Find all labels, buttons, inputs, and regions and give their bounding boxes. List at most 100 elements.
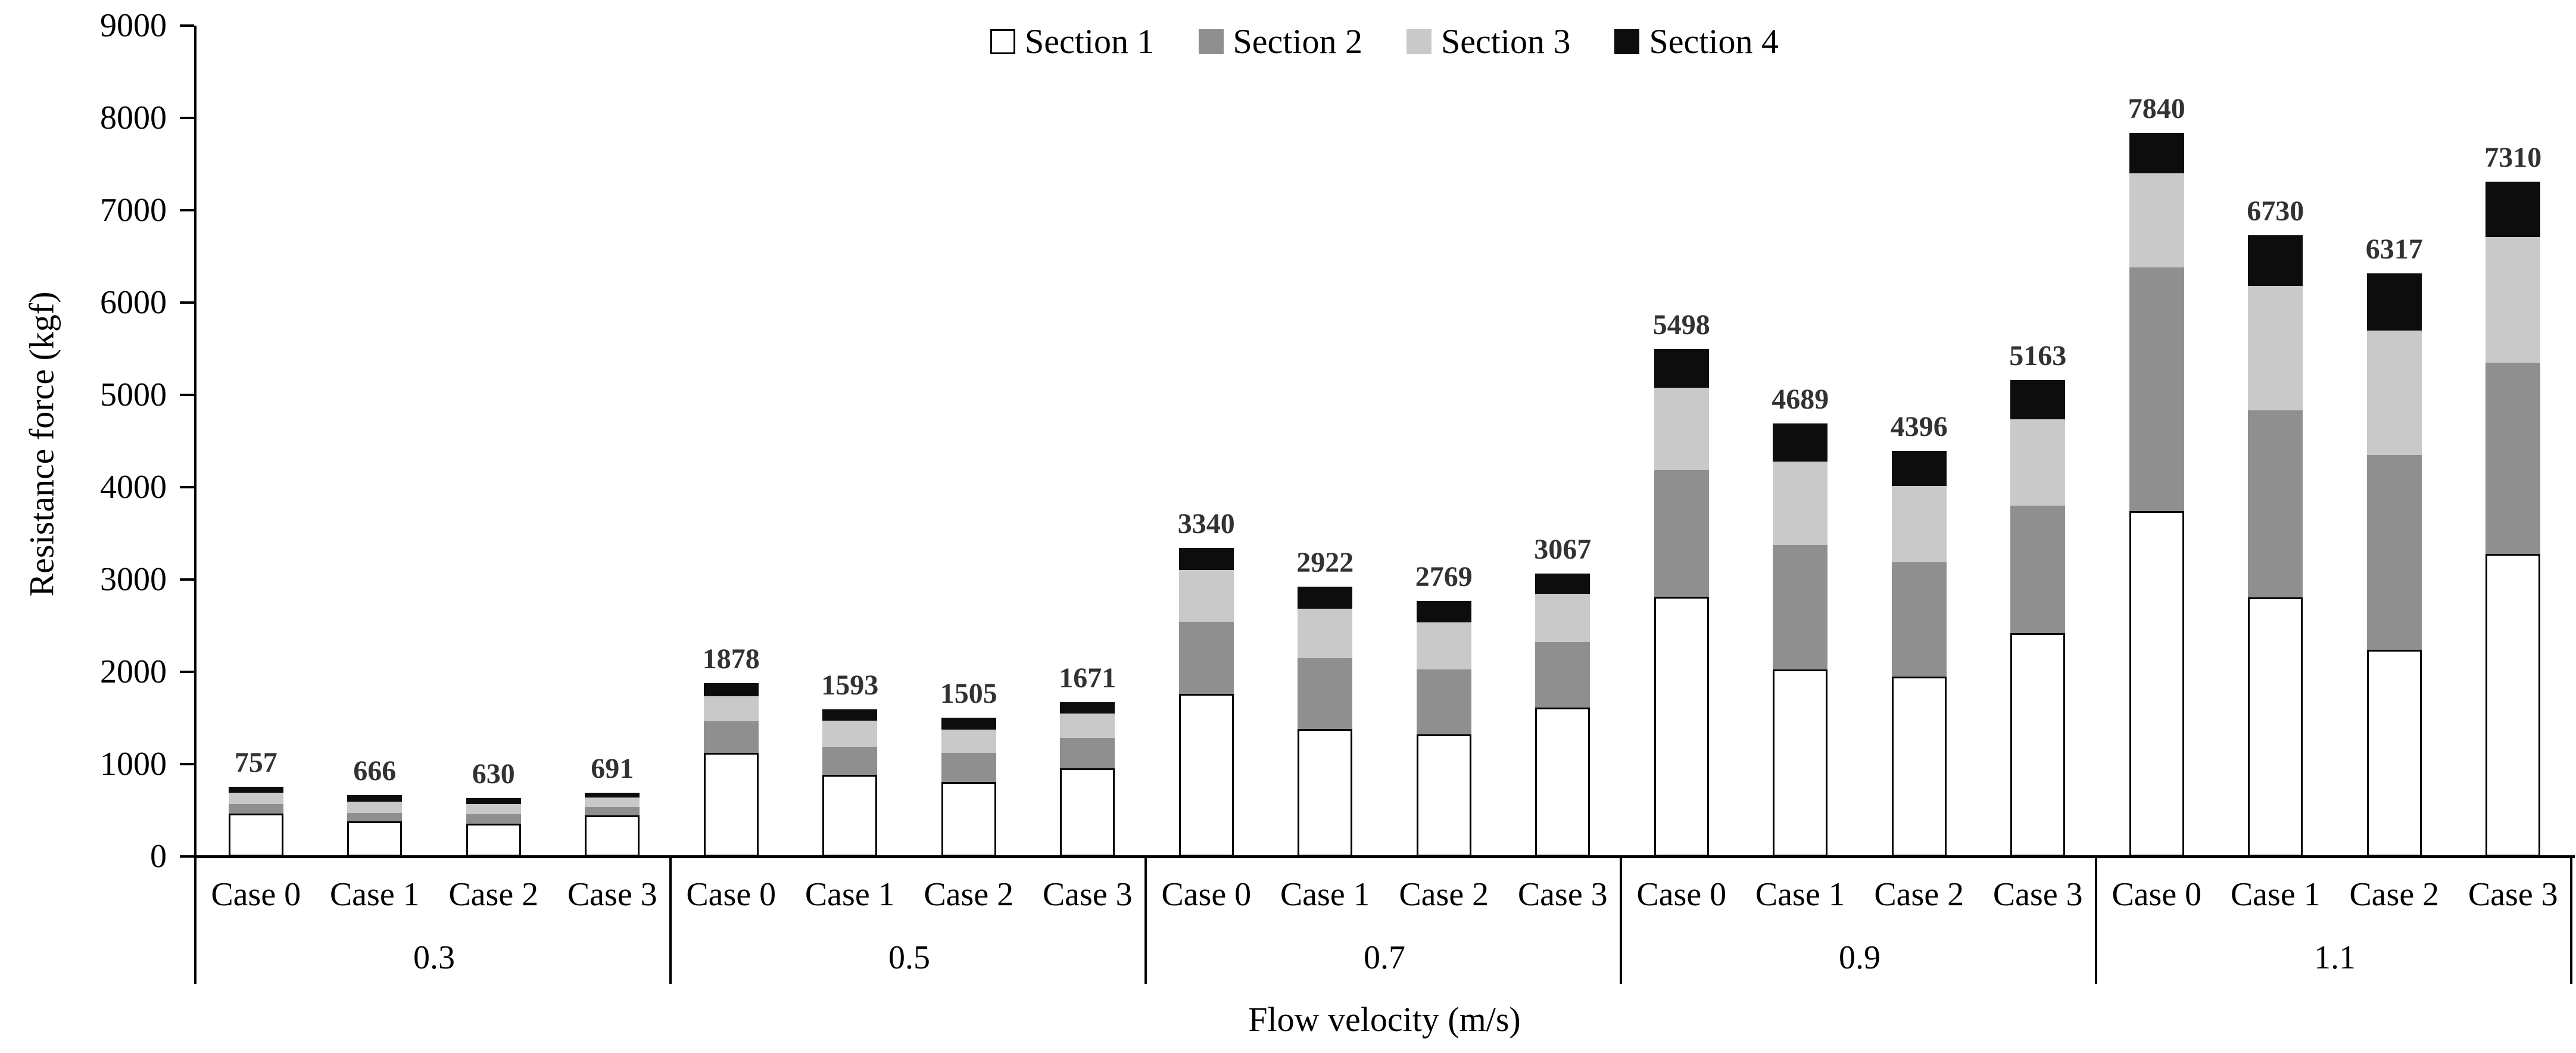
bar-total-label: 7310 <box>2484 141 2542 173</box>
x-case-label: Case 2 <box>2349 876 2440 913</box>
y-tick-label: 9000 <box>100 7 167 44</box>
bar-segment-section3 <box>466 804 521 814</box>
bar-segment-section1 <box>2366 649 2422 856</box>
bar-segment-section1 <box>228 814 283 856</box>
bar-segment-section1 <box>2485 554 2541 856</box>
x-velocity-label: 0.9 <box>1839 939 1880 976</box>
bar-total-label: 4689 <box>1772 384 1829 416</box>
bar-segment-section1 <box>1178 693 1234 856</box>
bar-segment-section3 <box>2129 173 2184 268</box>
bar-segment-section1 <box>2248 597 2303 856</box>
legend-swatch-icon <box>1614 29 1640 54</box>
bar-segment-section1 <box>1535 707 1590 856</box>
bar-segment-section4 <box>1535 573 1590 594</box>
x-case-label: Case 3 <box>567 876 657 913</box>
bar-total-label: 3067 <box>1534 533 1592 565</box>
bar-segment-section1 <box>822 774 878 856</box>
bar-segment-section3 <box>822 720 878 747</box>
bar-segment-section3 <box>1060 713 1115 738</box>
y-tick-label: 5000 <box>100 376 167 413</box>
y-tick-mark <box>180 671 194 673</box>
bar-segment-section2 <box>2485 362 2541 554</box>
x-axis-line <box>194 855 2575 858</box>
bar-segment-section4 <box>2129 132 2184 173</box>
bar-segment-section2 <box>466 814 521 824</box>
bar-segment-section4 <box>1654 348 1709 388</box>
x-case-label: Case 0 <box>686 876 776 913</box>
bar-total-label: 1878 <box>702 643 760 675</box>
bar-segment-section3 <box>2366 331 2422 456</box>
y-tick-label: 7000 <box>100 192 167 229</box>
bar-segment-section3 <box>1178 569 1234 622</box>
legend-item-3: Section 3 <box>1406 24 1570 60</box>
bar-segment-section1 <box>585 815 640 856</box>
bar-segment-section1 <box>347 821 403 856</box>
bar-segment-section4 <box>1178 548 1234 570</box>
x-case-label: Case 1 <box>804 876 895 913</box>
bar-segment-section2 <box>703 721 759 753</box>
bar-segment-section4 <box>941 717 996 730</box>
bar-segment-section2 <box>2129 267 2184 512</box>
bar-total-label: 1671 <box>1059 662 1117 694</box>
bar-segment-section2 <box>228 804 283 814</box>
bar-segment-section3 <box>703 696 759 722</box>
y-tick-mark <box>180 578 194 581</box>
y-tick-mark <box>180 486 194 488</box>
bar-segment-section4 <box>466 798 521 805</box>
bar-total-label: 630 <box>472 758 515 790</box>
x-velocity-label: 0.3 <box>413 939 455 976</box>
x-axis-title: Flow velocity (m/s) <box>1248 1000 1521 1039</box>
y-tick-label: 8000 <box>100 99 167 136</box>
bar-total-label: 691 <box>591 752 634 784</box>
bar-segment-section2 <box>1535 641 1590 708</box>
x-case-label: Case 2 <box>1399 876 1489 913</box>
bar-segment-section1 <box>1060 768 1115 856</box>
y-tick-label: 2000 <box>100 653 167 690</box>
bar-total-label: 4396 <box>1890 410 1948 443</box>
x-case-label: Case 0 <box>1161 876 1252 913</box>
bar-segment-section2 <box>1773 545 1828 670</box>
bar-segment-section2 <box>2366 455 2422 650</box>
bar-total-label: 666 <box>353 755 397 787</box>
legend-label: Section 1 <box>1025 22 1155 61</box>
x-case-label: Case 0 <box>2112 876 2202 913</box>
group-separator <box>1620 856 1622 984</box>
bar-segment-section4 <box>1891 450 1947 487</box>
y-tick-mark <box>180 117 194 119</box>
bar-segment-section3 <box>1654 388 1709 470</box>
y-tick-label: 3000 <box>100 561 167 598</box>
bar-segment-section4 <box>1298 587 1353 609</box>
bar-total-label: 2922 <box>1296 547 1354 579</box>
bar-segment-section2 <box>347 812 403 822</box>
bar-segment-section3 <box>1773 461 1828 546</box>
bar-segment-section4 <box>703 683 759 696</box>
bar-segment-section3 <box>1298 609 1353 658</box>
x-case-label: Case 2 <box>448 876 539 913</box>
bar-segment-section4 <box>2485 181 2541 237</box>
bar-segment-section1 <box>703 752 759 856</box>
bar-segment-section1 <box>1891 677 1947 856</box>
bar-segment-section2 <box>2010 506 2066 633</box>
bar-segment-section3 <box>1535 593 1590 642</box>
y-tick-label: 0 <box>150 838 167 875</box>
bar-segment-section3 <box>2248 285 2303 411</box>
legend-swatch-icon <box>990 29 1016 54</box>
bar-total-label: 1593 <box>821 669 879 702</box>
legend-swatch-icon <box>1406 29 1432 54</box>
bar-segment-section2 <box>1654 469 1709 597</box>
x-case-label: Case 3 <box>1042 876 1133 913</box>
bar-segment-section2 <box>1060 737 1115 768</box>
bar-segment-section1 <box>466 823 521 856</box>
bar-segment-section4 <box>2010 379 2066 419</box>
group-separator <box>1144 856 1147 984</box>
group-separator <box>2570 856 2572 984</box>
y-tick-label: 6000 <box>100 284 167 321</box>
bar-segment-section2 <box>1416 669 1471 735</box>
legend-label: Section 3 <box>1441 22 1571 61</box>
bar-total-label: 1505 <box>940 677 997 709</box>
bar-segment-section3 <box>585 797 640 808</box>
x-case-label: Case 0 <box>211 876 301 913</box>
bar-segment-section1 <box>2010 633 2066 856</box>
legend-swatch-icon <box>1198 29 1224 54</box>
x-velocity-label: 0.7 <box>1364 939 1405 976</box>
